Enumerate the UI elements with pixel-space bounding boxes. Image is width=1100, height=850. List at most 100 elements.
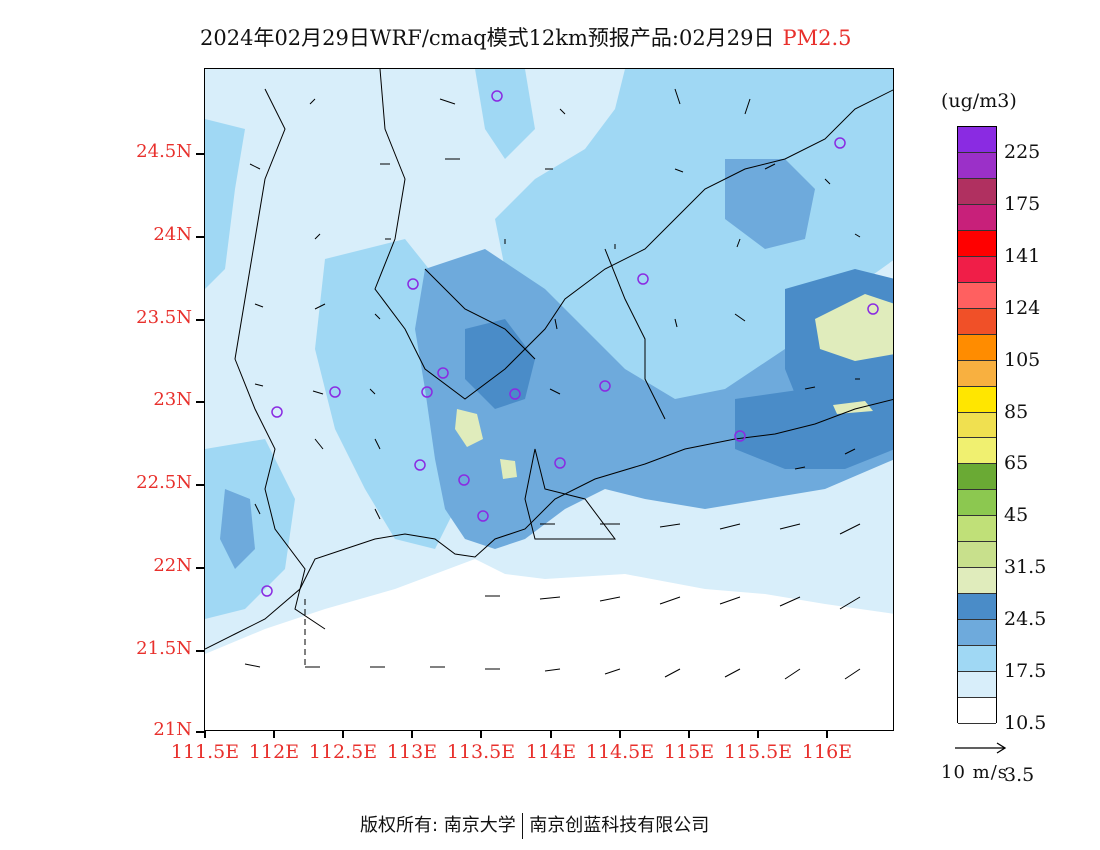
wind-arrow bbox=[374, 438, 381, 450]
station-marker bbox=[421, 386, 433, 398]
lon-label-116: 116E bbox=[801, 741, 853, 763]
forecast-map bbox=[204, 68, 894, 731]
lon-label-113.5: 113.5E bbox=[446, 741, 516, 763]
wind-arrow bbox=[549, 388, 561, 395]
station-marker bbox=[554, 457, 566, 469]
lon-tick bbox=[411, 731, 413, 738]
lon-label-115.5: 115.5E bbox=[723, 741, 793, 763]
lon-tick bbox=[342, 731, 344, 738]
wind-arrow bbox=[374, 508, 381, 520]
wind-arrow bbox=[544, 668, 561, 672]
wind-arrow bbox=[254, 503, 261, 515]
legend-swatch bbox=[958, 178, 996, 205]
province-border-north bbox=[374, 69, 893, 400]
wind-arrow bbox=[839, 596, 861, 610]
legend-label: 105 bbox=[1004, 348, 1041, 371]
legend-swatch bbox=[958, 308, 996, 335]
west-field-10.5 bbox=[205, 119, 245, 289]
wind-arrow bbox=[839, 523, 861, 535]
wind-arrow bbox=[824, 178, 831, 185]
wind-arrow bbox=[779, 523, 801, 530]
wind-arrow bbox=[254, 383, 264, 387]
legend-label: 225 bbox=[1004, 140, 1041, 163]
wind-arrow bbox=[674, 168, 684, 173]
legend-swatch bbox=[958, 256, 996, 283]
pollution-core-17.5 bbox=[415, 249, 893, 549]
legend-swatch bbox=[958, 152, 996, 179]
lat-tick bbox=[196, 153, 204, 155]
legend-label: 65 bbox=[1004, 452, 1029, 475]
station-marker bbox=[414, 459, 426, 471]
station-marker bbox=[867, 303, 879, 315]
lat-tick bbox=[196, 650, 204, 652]
legend-label: 85 bbox=[1004, 400, 1029, 423]
legend-label: 124 bbox=[1004, 296, 1041, 319]
hongkong-box bbox=[524, 448, 616, 540]
legend-label: 45 bbox=[1004, 504, 1029, 527]
wind-arrow bbox=[804, 386, 816, 390]
wind-arrow bbox=[764, 163, 776, 170]
color-legend bbox=[957, 126, 997, 724]
wind-arrow bbox=[794, 466, 806, 470]
lon-tick bbox=[273, 731, 275, 738]
wind-arrow bbox=[719, 523, 741, 530]
station-marker bbox=[329, 386, 341, 398]
legend-unit: (ug/m3) bbox=[941, 90, 1017, 112]
legend-swatch bbox=[958, 516, 996, 543]
lat-label-21.5: 21.5N bbox=[136, 638, 192, 659]
wind-arrow bbox=[674, 318, 678, 328]
lon-label-111.5: 111.5E bbox=[170, 741, 240, 763]
wind-arrow bbox=[664, 668, 681, 678]
wind-arrow bbox=[249, 163, 261, 170]
northeast-patch-17.5 bbox=[725, 159, 815, 249]
lat-label-23.5: 23.5N bbox=[136, 307, 192, 328]
legend-swatch bbox=[958, 204, 996, 231]
wind-arrow bbox=[314, 233, 321, 240]
wind-arrow bbox=[554, 318, 558, 330]
city-border-1 bbox=[604, 248, 666, 420]
lat-label-24.5: 24.5N bbox=[136, 141, 192, 162]
wind-arrow bbox=[734, 313, 746, 322]
high-patch-coast bbox=[833, 401, 873, 414]
legend-label: 3.5 bbox=[1004, 763, 1035, 786]
wind-arrow bbox=[736, 238, 741, 248]
lon-label-114.5: 114.5E bbox=[585, 741, 655, 763]
lat-label-23: 23N bbox=[153, 389, 192, 410]
wind-arrow bbox=[369, 388, 376, 395]
wind-arrow bbox=[559, 108, 566, 115]
sea-clean-area bbox=[205, 559, 893, 730]
station-marker bbox=[407, 278, 419, 290]
map-svg bbox=[205, 69, 893, 730]
lon-label-115: 115E bbox=[663, 741, 715, 763]
wind-arrow bbox=[374, 313, 381, 320]
wind-arrow bbox=[674, 88, 681, 105]
station-marker bbox=[834, 137, 846, 149]
legend-swatch bbox=[958, 698, 996, 724]
copyright: 版权所有: 南京大学 南京创蓝科技有限公司 bbox=[360, 811, 709, 839]
lon-tick bbox=[688, 731, 690, 738]
wind-arrow bbox=[244, 663, 261, 668]
station-marker bbox=[261, 585, 273, 597]
lon-tick bbox=[550, 731, 552, 738]
high-patch-east bbox=[815, 294, 893, 361]
wind-arrow bbox=[314, 303, 326, 310]
station-marker bbox=[491, 90, 503, 102]
legend-swatch bbox=[958, 230, 996, 257]
legend-swatch bbox=[958, 282, 996, 309]
lat-label-21: 21N bbox=[153, 719, 192, 740]
copyright-separator bbox=[521, 813, 524, 839]
lon-tick bbox=[826, 731, 828, 738]
wind-arrow bbox=[254, 303, 264, 308]
wind-arrow bbox=[844, 448, 856, 455]
monitoring-stations bbox=[261, 90, 879, 597]
wind-vectors bbox=[244, 88, 861, 680]
legend-label: 141 bbox=[1004, 244, 1041, 267]
coastline bbox=[205, 398, 893, 650]
wind-arrow bbox=[312, 390, 324, 395]
lat-tick bbox=[196, 401, 204, 403]
legend-swatch bbox=[958, 672, 996, 699]
legend-swatch bbox=[958, 490, 996, 517]
station-marker bbox=[437, 367, 449, 379]
lat-tick bbox=[196, 319, 204, 321]
lon-tick bbox=[619, 731, 621, 738]
